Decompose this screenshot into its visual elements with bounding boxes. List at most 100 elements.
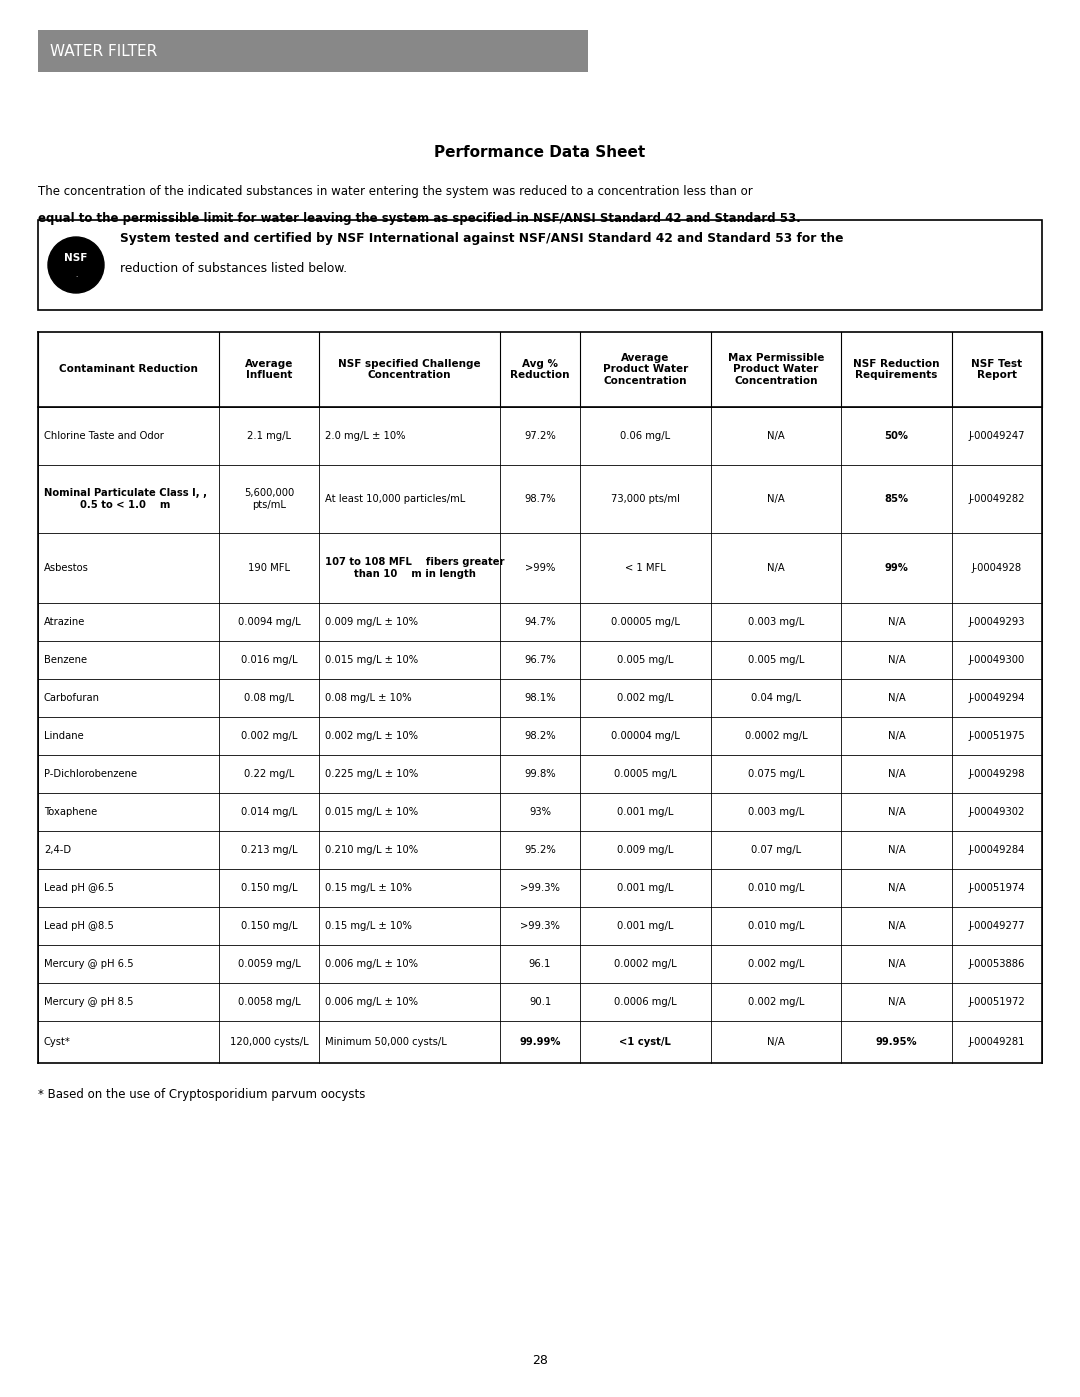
Text: 95.2%: 95.2% (524, 845, 556, 855)
Text: 0.07 mg/L: 0.07 mg/L (751, 845, 801, 855)
Text: 0.005 mg/L: 0.005 mg/L (618, 655, 674, 665)
Text: 0.009 mg/L ± 10%: 0.009 mg/L ± 10% (325, 617, 418, 627)
Text: Atrazine: Atrazine (44, 617, 85, 627)
Text: The concentration of the indicated substances in water entering the system was r: The concentration of the indicated subst… (38, 184, 753, 198)
Text: 0.0005 mg/L: 0.0005 mg/L (615, 768, 677, 780)
Text: 0.150 mg/L: 0.150 mg/L (241, 921, 297, 930)
Text: N/A: N/A (888, 655, 905, 665)
Text: 50%: 50% (885, 432, 908, 441)
Text: N/A: N/A (888, 883, 905, 893)
FancyBboxPatch shape (38, 29, 588, 73)
Text: Cyst*: Cyst* (44, 1037, 71, 1046)
Text: 0.08 mg/L ± 10%: 0.08 mg/L ± 10% (325, 693, 411, 703)
Text: 99.99%: 99.99% (519, 1037, 561, 1046)
Text: 0.015 mg/L ± 10%: 0.015 mg/L ± 10% (325, 655, 418, 665)
Text: equal to the permissible limit for water leaving the system as specified in NSF/: equal to the permissible limit for water… (38, 212, 800, 225)
Text: N/A: N/A (767, 563, 785, 573)
Text: 0.00004 mg/L: 0.00004 mg/L (611, 731, 679, 740)
Text: J-00049300: J-00049300 (969, 655, 1025, 665)
Text: 0.06 mg/L: 0.06 mg/L (620, 432, 671, 441)
Text: 0.016 mg/L: 0.016 mg/L (241, 655, 297, 665)
Text: 98.1%: 98.1% (524, 693, 556, 703)
Text: .: . (75, 272, 77, 278)
Text: N/A: N/A (767, 432, 785, 441)
Text: Max Permissible
Product Water
Concentration: Max Permissible Product Water Concentrat… (728, 353, 824, 386)
Text: 0.04 mg/L: 0.04 mg/L (751, 693, 801, 703)
Text: 99.95%: 99.95% (876, 1037, 917, 1046)
Text: 98.7%: 98.7% (524, 495, 556, 504)
Text: N/A: N/A (888, 845, 905, 855)
Text: At least 10,000 particles/mL: At least 10,000 particles/mL (325, 495, 465, 504)
Text: Asbestos: Asbestos (44, 563, 89, 573)
Text: 0.00005 mg/L: 0.00005 mg/L (611, 617, 679, 627)
Text: 0.010 mg/L: 0.010 mg/L (747, 921, 805, 930)
Text: 0.003 mg/L: 0.003 mg/L (747, 617, 805, 627)
Text: N/A: N/A (888, 997, 905, 1007)
FancyBboxPatch shape (38, 219, 1042, 310)
Text: 28: 28 (532, 1354, 548, 1368)
Text: 0.0002 mg/L: 0.0002 mg/L (615, 958, 677, 970)
Text: Mercury @ pH 8.5: Mercury @ pH 8.5 (44, 997, 134, 1007)
Text: 190 MFL: 190 MFL (248, 563, 289, 573)
Text: 96.1: 96.1 (529, 958, 551, 970)
Text: J-00049247: J-00049247 (969, 432, 1025, 441)
Text: P-Dichlorobenzene: P-Dichlorobenzene (44, 768, 137, 780)
Text: 0.002 mg/L: 0.002 mg/L (618, 693, 674, 703)
Text: 2.0 mg/L ± 10%: 2.0 mg/L ± 10% (325, 432, 406, 441)
Text: * Based on the use of Cryptosporidium parvum oocysts: * Based on the use of Cryptosporidium pa… (38, 1088, 365, 1101)
Text: System tested and certified by NSF International against NSF/ANSI Standard 42 an: System tested and certified by NSF Inter… (120, 232, 843, 244)
Text: 0.15 mg/L ± 10%: 0.15 mg/L ± 10% (325, 921, 411, 930)
Text: J-00049277: J-00049277 (969, 921, 1025, 930)
Text: N/A: N/A (888, 921, 905, 930)
Text: < 1 MFL: < 1 MFL (625, 563, 665, 573)
Text: 0.002 mg/L: 0.002 mg/L (747, 958, 805, 970)
Text: 0.001 mg/L: 0.001 mg/L (618, 921, 674, 930)
Text: >99.3%: >99.3% (521, 921, 559, 930)
Text: N/A: N/A (767, 495, 785, 504)
Text: WATER FILTER: WATER FILTER (50, 43, 158, 59)
Text: N/A: N/A (888, 731, 905, 740)
Text: 0.002 mg/L: 0.002 mg/L (241, 731, 297, 740)
Text: J-00049302: J-00049302 (969, 807, 1025, 817)
Text: J-00049282: J-00049282 (969, 495, 1025, 504)
Text: 120,000 cysts/L: 120,000 cysts/L (230, 1037, 308, 1046)
Text: Mercury @ pH 6.5: Mercury @ pH 6.5 (44, 958, 134, 970)
Text: Lindane: Lindane (44, 731, 84, 740)
Text: N/A: N/A (888, 958, 905, 970)
Text: 99%: 99% (885, 563, 908, 573)
Text: reduction of substances listed below.: reduction of substances listed below. (120, 263, 347, 275)
Text: Performance Data Sheet: Performance Data Sheet (434, 145, 646, 161)
Text: 0.150 mg/L: 0.150 mg/L (241, 883, 297, 893)
Text: 0.075 mg/L: 0.075 mg/L (747, 768, 805, 780)
Text: 5,600,000
pts/mL: 5,600,000 pts/mL (244, 488, 294, 510)
Text: 0.002 mg/L: 0.002 mg/L (747, 997, 805, 1007)
Text: 0.0059 mg/L: 0.0059 mg/L (238, 958, 300, 970)
Text: 0.009 mg/L: 0.009 mg/L (618, 845, 674, 855)
Text: Nominal Particulate Class I, ,
0.5 to < 1.0    m: Nominal Particulate Class I, , 0.5 to < … (44, 488, 207, 510)
Text: Benzene: Benzene (44, 655, 87, 665)
Text: 97.2%: 97.2% (524, 432, 556, 441)
Text: J-00051975: J-00051975 (969, 731, 1025, 740)
Text: 107 to 108 MFL    fibers greater
than 10    m in length: 107 to 108 MFL fibers greater than 10 m … (325, 557, 504, 578)
Text: >99%: >99% (525, 563, 555, 573)
Text: 0.003 mg/L: 0.003 mg/L (747, 807, 805, 817)
Text: 0.08 mg/L: 0.08 mg/L (244, 693, 294, 703)
Text: 99.8%: 99.8% (524, 768, 556, 780)
Text: Contaminant Reduction: Contaminant Reduction (59, 365, 198, 374)
Text: Average
Product Water
Concentration: Average Product Water Concentration (603, 353, 688, 386)
Text: 98.2%: 98.2% (524, 731, 556, 740)
Text: NSF specified Challenge
Concentration: NSF specified Challenge Concentration (338, 359, 481, 380)
Text: 0.0058 mg/L: 0.0058 mg/L (238, 997, 300, 1007)
Text: 0.0094 mg/L: 0.0094 mg/L (238, 617, 300, 627)
Text: J-00049294: J-00049294 (969, 693, 1025, 703)
Text: NSF Test
Report: NSF Test Report (971, 359, 1023, 380)
Text: 73,000 pts/ml: 73,000 pts/ml (611, 495, 679, 504)
Text: 0.006 mg/L ± 10%: 0.006 mg/L ± 10% (325, 958, 418, 970)
Text: Avg %
Reduction: Avg % Reduction (510, 359, 570, 380)
Text: 94.7%: 94.7% (524, 617, 556, 627)
Text: N/A: N/A (767, 1037, 785, 1046)
Text: 0.0006 mg/L: 0.0006 mg/L (615, 997, 677, 1007)
Text: Lead pH @6.5: Lead pH @6.5 (44, 883, 114, 893)
Text: J-00049293: J-00049293 (969, 617, 1025, 627)
Text: Chlorine Taste and Odor: Chlorine Taste and Odor (44, 432, 164, 441)
